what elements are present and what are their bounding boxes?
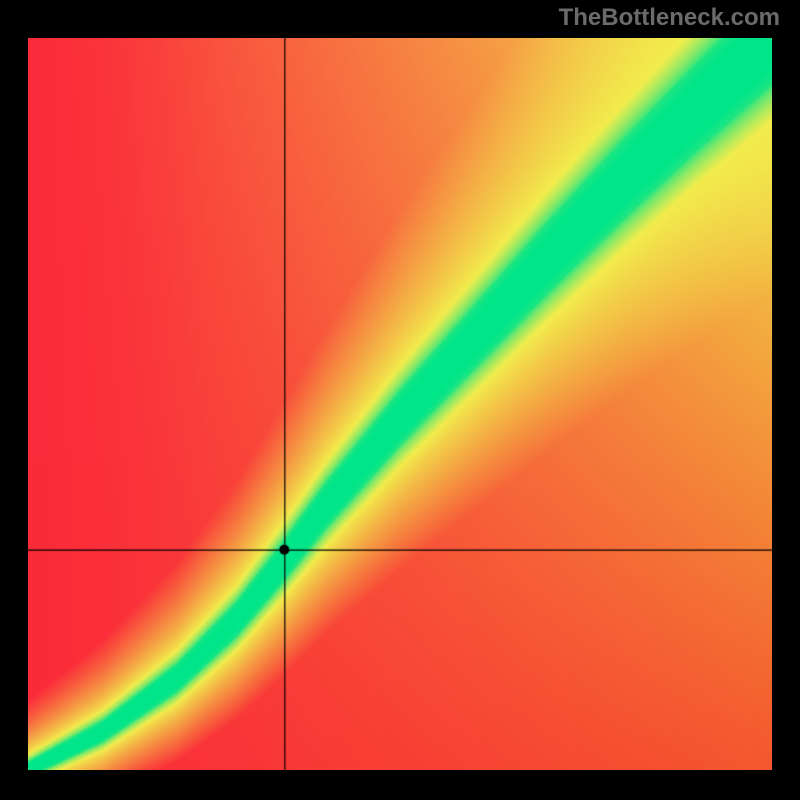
- heatmap-canvas: [28, 38, 772, 770]
- heatmap-plot: [28, 38, 772, 770]
- watermark-text: TheBottleneck.com: [559, 4, 780, 32]
- chart-container: TheBottleneck.com: [0, 0, 800, 800]
